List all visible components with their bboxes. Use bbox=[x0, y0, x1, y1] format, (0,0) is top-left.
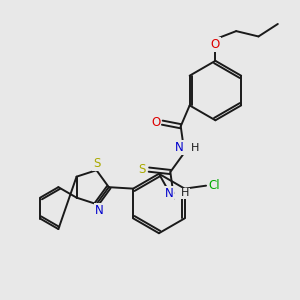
Text: N: N bbox=[95, 204, 104, 217]
Text: O: O bbox=[211, 38, 220, 51]
Text: N: N bbox=[164, 187, 173, 200]
Text: Cl: Cl bbox=[208, 179, 220, 192]
Text: S: S bbox=[138, 163, 145, 176]
Text: S: S bbox=[93, 157, 100, 170]
Text: O: O bbox=[151, 116, 160, 129]
Text: N: N bbox=[175, 141, 184, 154]
Text: H: H bbox=[191, 142, 199, 153]
Text: H: H bbox=[180, 188, 189, 198]
